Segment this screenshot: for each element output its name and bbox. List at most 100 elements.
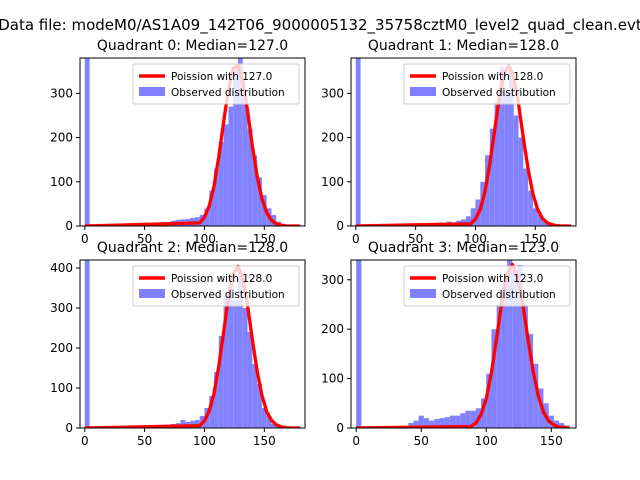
histogram-bar <box>233 66 238 226</box>
y-tick-label: 300 <box>321 86 344 100</box>
histogram-bar <box>271 424 277 428</box>
histogram-bar <box>512 269 518 428</box>
histogram-bar <box>470 208 476 226</box>
histogram-bar <box>528 190 533 226</box>
legend-hist-swatch <box>410 289 436 298</box>
quadrant-2-plot-area <box>84 260 301 428</box>
quadrant-3-title: Quadrant 3: Median=123.0 <box>368 240 559 256</box>
histogram-bar <box>252 155 258 226</box>
legend-box <box>132 63 300 105</box>
legend-hist-swatch <box>410 87 436 96</box>
x-tick-label: 100 <box>193 232 216 246</box>
histogram-bar <box>449 415 456 428</box>
histogram-bar <box>434 419 440 428</box>
x-tick-label: 50 <box>414 434 429 448</box>
poisson-fit-line-core <box>84 63 301 226</box>
histogram-bar <box>522 304 528 428</box>
histogram-bar <box>214 372 219 428</box>
histogram-bar <box>257 384 262 428</box>
legend-fit-label: Poission with 128.0 <box>171 273 272 285</box>
x-tick-label: 50 <box>137 232 152 246</box>
histogram-bar <box>508 71 514 226</box>
histogram-bar <box>252 364 258 428</box>
legend-hist-label: Observed distribution <box>442 87 556 99</box>
quadrant-3-plot: 0 50 100 150 0 100 200 300 Quadrant 3: Median=12… <box>321 240 577 448</box>
histogram-bar <box>489 128 495 226</box>
histogram-bar <box>518 137 524 226</box>
x-tick-label: 150 <box>540 434 563 448</box>
y-tick-label: 0 <box>65 219 73 233</box>
histogram-bar <box>413 420 419 428</box>
histogram-bar <box>501 279 508 428</box>
histogram-bar <box>494 102 500 226</box>
quadrant-0-plot: 0 50 100 150 0 100 200 300 Quadrant 0: Median=12… <box>50 38 306 246</box>
quadrant-0-title: Quadrant 0: Median=127.0 <box>97 38 288 54</box>
y-tick-label: 0 <box>336 421 344 435</box>
legend-hist-swatch <box>139 87 165 96</box>
legend-hist-swatch <box>139 289 165 298</box>
histogram-bar <box>499 66 505 226</box>
x-tick-label: 0 <box>81 434 89 448</box>
histogram-bar <box>533 363 539 428</box>
x-tick-label: 100 <box>464 232 487 246</box>
histogram-bar <box>460 413 466 428</box>
axes-frame <box>350 57 577 227</box>
x-tick-label: 100 <box>193 434 216 448</box>
histogram-bar <box>237 58 243 226</box>
histogram-bar <box>266 416 272 428</box>
histogram-bar <box>465 216 471 226</box>
histogram-bar <box>242 93 248 226</box>
histogram-bar <box>504 93 509 226</box>
histogram-bar <box>537 214 543 226</box>
legend-box <box>132 265 300 307</box>
quadrant-1-title: Quadrant 1: Median=128.0 <box>368 38 559 54</box>
x-tick-label: 0 <box>352 434 360 448</box>
y-tick-label: 100 <box>50 381 73 395</box>
histogram-bar <box>242 308 248 428</box>
histogram-bar <box>491 329 497 428</box>
histogram-bar <box>218 142 224 226</box>
histogram-bar <box>223 296 229 428</box>
histogram-bar <box>84 260 90 428</box>
axes-frame <box>79 57 306 227</box>
y-tick-label: 200 <box>321 322 344 336</box>
histogram-bar <box>257 177 262 226</box>
histogram-bar <box>517 264 523 428</box>
histogram-bar <box>408 423 414 428</box>
histogram-bar <box>247 332 253 428</box>
legend-fit-label: Poission with 127.0 <box>171 71 272 83</box>
histogram-bar <box>418 415 424 428</box>
histogram-bar <box>233 300 238 428</box>
y-tick-label: 200 <box>321 131 344 145</box>
figure-suptitle: Data file: modeM0/AS1A09_142T06_90000051… <box>0 16 640 35</box>
y-tick-label: 0 <box>336 219 344 233</box>
histogram-bar <box>214 168 219 226</box>
y-tick-label: 200 <box>50 341 73 355</box>
x-tick-label: 0 <box>352 232 360 246</box>
histogram-bar <box>180 420 186 428</box>
histogram-bar <box>455 415 461 428</box>
quadrant-2-plot: 0 50 100 150 0 100 200 300 400 Quadrant 2: Median… <box>50 240 306 448</box>
histogram-bar <box>444 417 450 428</box>
y-tick-label: 200 <box>50 131 73 145</box>
x-tick-label: 100 <box>475 434 498 448</box>
x-tick-label: 150 <box>253 232 276 246</box>
y-tick-label: 0 <box>65 421 73 435</box>
histogram-bar <box>523 168 529 226</box>
histogram-bar <box>481 398 487 428</box>
histogram-bar <box>218 336 224 428</box>
y-tick-label: 100 <box>321 175 344 189</box>
histogram-bar <box>485 155 490 226</box>
histogram-bar <box>429 420 435 428</box>
legend-hist-label: Observed distribution <box>171 289 285 301</box>
axes-frame <box>79 259 306 429</box>
legend-box <box>403 63 571 105</box>
histogram-bar <box>527 334 534 428</box>
x-tick-label: 50 <box>137 434 152 448</box>
x-tick-label: 150 <box>253 434 276 448</box>
x-tick-label: 0 <box>81 232 89 246</box>
x-tick-label: 150 <box>524 232 547 246</box>
y-tick-label: 100 <box>50 175 73 189</box>
quadrant-2-title: Quadrant 2: Median=128.0 <box>97 240 288 256</box>
